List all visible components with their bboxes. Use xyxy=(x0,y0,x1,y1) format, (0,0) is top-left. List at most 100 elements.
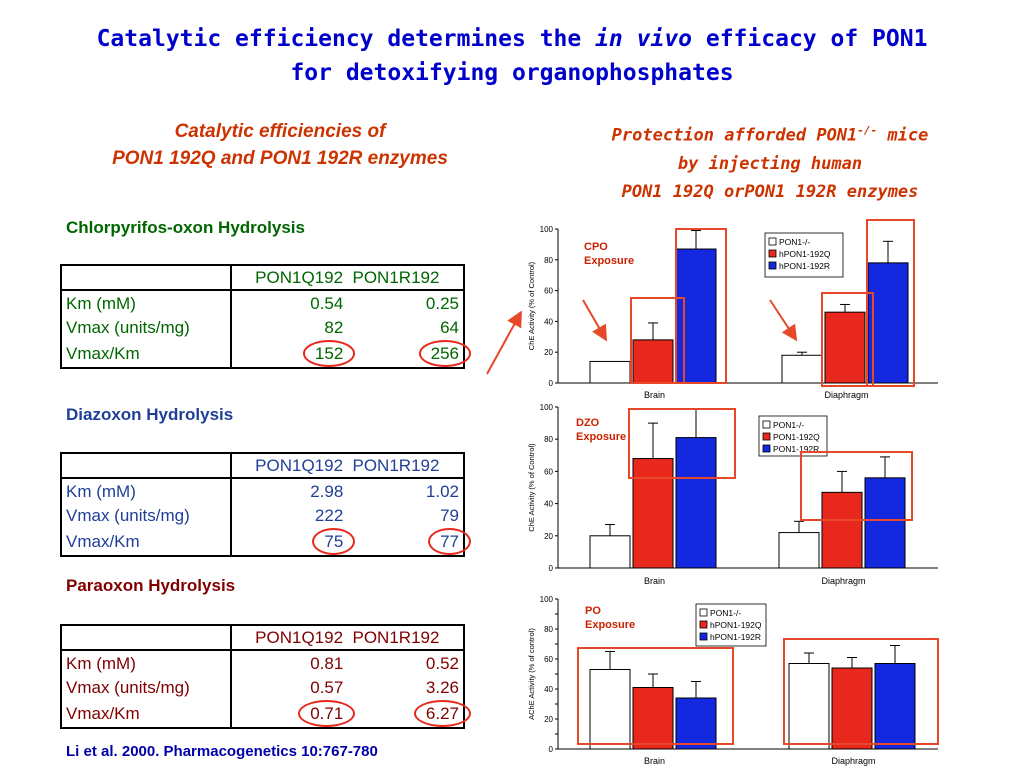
table-header-row: PON1Q192 PON1R192 xyxy=(61,453,464,479)
y-tick-label: 100 xyxy=(540,403,554,412)
left-subtitle: Catalytic efficiencies of PON1 192Q and … xyxy=(112,121,448,169)
y-tick-label: 100 xyxy=(540,595,554,604)
bar xyxy=(589,669,631,750)
highlight-box xyxy=(783,638,939,745)
legend-box xyxy=(695,603,767,647)
table-header-row: PON1Q192 PON1R192 xyxy=(61,265,464,291)
table-row: Km (mM) 0.54 0.25 xyxy=(61,290,464,315)
category-label: Diaphragm xyxy=(824,390,868,400)
category-label: Brain xyxy=(644,390,665,400)
cpo-table-heading: Chlorpyrifos-oxon Hydrolysis xyxy=(66,218,305,237)
legend-entry: hPON1-192Q xyxy=(710,620,762,630)
po-kinetics-table: PON1Q192 PON1R192 Km (mM) 0.81 0.52 Vmax… xyxy=(60,624,471,729)
table-row: Vmax/Km 75 77 xyxy=(61,528,471,556)
bar xyxy=(778,532,820,569)
y-tick-label: 100 xyxy=(540,225,554,234)
legend-swatch xyxy=(699,632,708,641)
annotation-arrow xyxy=(582,299,608,342)
bar xyxy=(589,360,631,384)
legend-entry: PON1-192Q xyxy=(773,432,820,442)
category-label: Diaphragm xyxy=(821,576,865,586)
y-tick-label: 80 xyxy=(544,625,553,634)
highlight-circle: 6.27 xyxy=(413,700,471,727)
bar xyxy=(831,667,873,750)
bar xyxy=(874,663,916,750)
bar xyxy=(632,687,674,750)
legend-swatch xyxy=(762,420,771,429)
y-tick-label: 40 xyxy=(544,500,553,509)
highlight-circle: 152 xyxy=(302,340,356,367)
legend-entry: hPON1-192R xyxy=(710,632,761,642)
highlight-box xyxy=(675,228,727,384)
y-tick-label: 60 xyxy=(544,287,553,296)
page-title: Catalytic efficiency determines the in v… xyxy=(0,22,1024,90)
bar xyxy=(824,311,866,384)
table-row: Vmax/Km 152 256 xyxy=(61,340,471,368)
table-row: Km (mM) 2.98 1.02 xyxy=(61,478,464,503)
highlight-box xyxy=(800,451,913,521)
legend-entry: PON1-/- xyxy=(710,608,741,618)
highlight-circle: 77 xyxy=(428,528,471,555)
y-tick-label: 40 xyxy=(544,317,553,326)
legend-swatch xyxy=(768,237,777,246)
highlight-box xyxy=(628,408,736,479)
dzo-table-heading: Diazoxon Hydrolysis xyxy=(66,405,234,424)
exposure-annotation: Exposure xyxy=(585,619,635,631)
page-title-line-1: Catalytic efficiency determines the in v… xyxy=(96,26,928,52)
page-title-line-2: for detoxifying organophosphates xyxy=(290,60,734,86)
bar xyxy=(675,437,717,569)
annotation-arrow xyxy=(769,299,798,342)
table-row: Vmax (units/mg) 0.57 3.26 xyxy=(61,675,464,700)
legend-swatch xyxy=(762,432,771,441)
bar xyxy=(864,477,906,569)
legend-entry: PON1-/- xyxy=(779,237,810,247)
legend-box xyxy=(764,232,844,278)
table-row: Vmax (units/mg) 82 64 xyxy=(61,315,464,340)
table-row: Vmax/Km 0.71 6.27 xyxy=(61,700,471,728)
legend-swatch xyxy=(699,608,708,617)
category-label: Brain xyxy=(644,576,665,586)
category-label: Diaphragm xyxy=(831,756,875,766)
right-subtitle: Protection afforded PON1-/- mice by inje… xyxy=(611,124,929,202)
connector-arrow xyxy=(486,310,522,375)
highlight-box xyxy=(630,297,685,384)
bar xyxy=(867,262,909,384)
y-tick-label: 60 xyxy=(544,655,553,664)
y-axis-label: AChE Activity (% of control) xyxy=(527,628,536,720)
legend-swatch xyxy=(762,444,771,453)
y-tick-label: 0 xyxy=(549,564,554,573)
bar xyxy=(781,354,823,384)
table-row: Km (mM) 0.81 0.52 xyxy=(61,650,464,675)
y-tick-label: 20 xyxy=(544,715,553,724)
y-axis-label: ChE Activity (% of Control) xyxy=(527,443,536,532)
exposure-annotation: Exposure xyxy=(576,431,626,443)
cpo-kinetics-table: PON1Q192 PON1R192 Km (mM) 0.54 0.25 Vmax… xyxy=(60,264,471,369)
highlight-circle: 75 xyxy=(312,528,356,555)
bar xyxy=(632,339,674,384)
highlight-box xyxy=(577,647,734,745)
table-header-row: PON1Q192 PON1R192 xyxy=(61,625,464,651)
highlight-circle: 256 xyxy=(418,340,471,367)
exposure-annotation: PO xyxy=(585,605,601,617)
y-tick-label: 40 xyxy=(544,685,553,694)
dzo-kinetics-table: PON1Q192 PON1R192 Km (mM) 2.98 1.02 Vmax… xyxy=(60,452,471,557)
legend-swatch xyxy=(768,249,777,258)
y-tick-label: 0 xyxy=(549,379,554,388)
y-tick-label: 60 xyxy=(544,467,553,476)
bar xyxy=(675,248,717,384)
y-tick-label: 80 xyxy=(544,256,553,265)
legend-swatch xyxy=(699,620,708,629)
po-table-heading: Paraoxon Hydrolysis xyxy=(66,576,236,595)
legend-entry: hPON1-192Q xyxy=(779,249,831,259)
legend-swatch xyxy=(768,261,777,270)
legend-entry: hPON1-192R xyxy=(779,261,830,271)
legend-entry: PON1-192R xyxy=(773,444,819,454)
bar xyxy=(589,535,631,569)
bar xyxy=(632,458,674,569)
y-tick-label: 20 xyxy=(544,532,553,541)
bar xyxy=(788,663,830,750)
bar xyxy=(675,697,717,750)
y-tick-label: 0 xyxy=(549,745,554,754)
y-tick-label: 20 xyxy=(544,348,553,357)
